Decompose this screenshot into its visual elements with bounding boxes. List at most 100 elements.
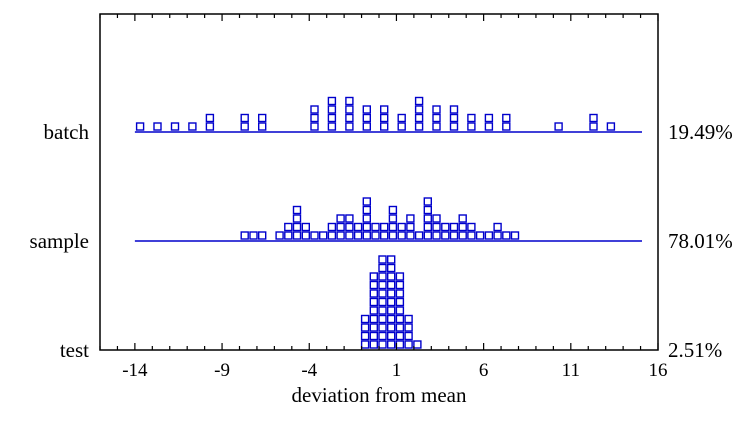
- dot-marker: [188, 122, 197, 131]
- dot-marker: [362, 122, 371, 131]
- dot-marker: [387, 323, 396, 332]
- dot-marker: [369, 280, 378, 290]
- dot-marker: [369, 340, 378, 349]
- dot-marker: [449, 222, 459, 232]
- dot-marker: [360, 314, 370, 324]
- dot-marker: [292, 214, 302, 223]
- dot-marker: [327, 122, 337, 131]
- dot-marker: [327, 96, 337, 106]
- dot-marker: [395, 272, 405, 281]
- dot-marker: [423, 197, 432, 206]
- dot-marker: [360, 340, 370, 349]
- dot-marker: [432, 122, 441, 131]
- dot-marker: [135, 122, 145, 131]
- dot-marker: [414, 113, 424, 123]
- row-label-batch: batch: [44, 120, 90, 144]
- dot-marker: [493, 231, 502, 240]
- dot-marker: [404, 331, 413, 341]
- dot-marker: [493, 222, 502, 232]
- dot-marker: [345, 96, 354, 106]
- dot-marker: [502, 122, 511, 131]
- dot-marker: [387, 306, 396, 315]
- dot-marker: [387, 263, 396, 273]
- dot-marker: [240, 231, 249, 240]
- dot-marker: [395, 289, 405, 298]
- dot-marker: [153, 122, 162, 131]
- dot-marker: [423, 231, 432, 240]
- dot-marker: [378, 297, 387, 307]
- dot-marker: [414, 105, 424, 114]
- dot-marker: [371, 231, 380, 240]
- dot-marker: [301, 231, 310, 240]
- x-tick-label: -4: [301, 360, 317, 381]
- dot-marker: [378, 306, 387, 315]
- dot-marker: [353, 231, 363, 240]
- dot-marker: [467, 231, 476, 240]
- dot-marker: [475, 231, 485, 240]
- dot-marker: [502, 231, 511, 240]
- dot-marker: [449, 231, 459, 240]
- dot-marker: [369, 297, 378, 307]
- dot-marker: [205, 122, 215, 131]
- dot-marker: [380, 122, 389, 131]
- dot-marker: [406, 222, 415, 232]
- dot-marker: [345, 105, 354, 114]
- x-axis-ticks: -14 -9 -4 1 6 11 16: [99, 14, 668, 381]
- dot-marker: [205, 113, 215, 123]
- dot-marker: [387, 255, 396, 264]
- dot-marker: [387, 297, 396, 307]
- dot-marker: [378, 314, 387, 324]
- dot-marker: [387, 289, 396, 298]
- dot-marker: [395, 323, 405, 332]
- dot-marker: [360, 331, 370, 341]
- dot-marker: [345, 214, 354, 223]
- dot-marker: [388, 222, 398, 232]
- dot-marker: [387, 314, 396, 324]
- dot-marker: [449, 105, 459, 114]
- dot-marker: [362, 205, 371, 215]
- dot-marker: [345, 222, 354, 232]
- dot-marker: [387, 331, 396, 341]
- dot-marker: [423, 214, 432, 223]
- dot-marker: [397, 122, 406, 131]
- dot-marker: [502, 113, 511, 123]
- dot-marker: [378, 331, 387, 341]
- dot-marker: [388, 214, 398, 223]
- dot-marker: [414, 122, 424, 131]
- dot-marker: [388, 231, 398, 240]
- dot-marker: [284, 231, 293, 240]
- row-labels: batch sample test: [30, 120, 90, 362]
- dot-marker: [554, 122, 563, 131]
- dot-marker: [395, 331, 405, 341]
- dot-marker: [378, 280, 387, 290]
- dot-marker: [395, 340, 405, 349]
- dot-marker: [441, 231, 450, 240]
- dot-marker: [310, 231, 319, 240]
- dot-marker: [284, 222, 293, 232]
- x-tick-label: 16: [649, 360, 668, 381]
- dot-marker: [380, 105, 389, 114]
- dot-marker: [404, 340, 413, 349]
- dot-marker: [432, 231, 441, 240]
- dot-marker: [345, 113, 354, 123]
- dot-marker: [362, 214, 371, 223]
- dot-marker: [414, 96, 424, 106]
- dot-marker: [310, 122, 319, 131]
- dot-marker: [369, 331, 378, 341]
- dot-marker: [378, 340, 387, 349]
- dot-marker: [310, 113, 319, 123]
- dot-marker: [432, 222, 441, 232]
- dot-marker: [397, 113, 406, 123]
- x-tick-label: -14: [122, 360, 148, 381]
- dot-marker: [301, 222, 310, 232]
- dot-marker: [423, 205, 432, 215]
- dot-marker: [388, 205, 398, 215]
- dot-marker: [406, 214, 415, 223]
- dot-marker: [360, 323, 370, 332]
- dot-marker: [327, 222, 337, 232]
- dot-marker: [378, 272, 387, 281]
- dot-marker: [378, 323, 387, 332]
- dot-marker: [397, 231, 406, 240]
- row-label-sample: sample: [30, 229, 89, 253]
